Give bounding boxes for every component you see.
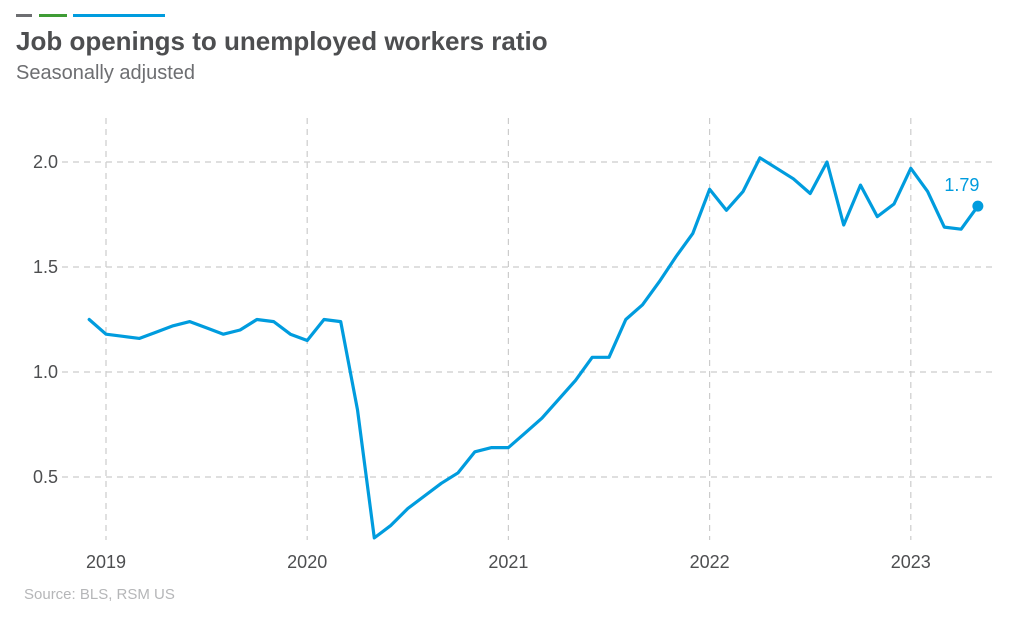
accent-bar-blue (73, 14, 165, 17)
accent-bar-gray (16, 14, 32, 17)
y-gridlines (62, 161, 992, 478)
y-tick-label: 1.5 (33, 257, 58, 277)
x-tick-label: 2023 (891, 552, 931, 572)
y-tick-label: 1.0 (33, 362, 58, 382)
series-line (87, 156, 980, 540)
accent-bar-green (39, 14, 67, 17)
last-point-marker (972, 200, 984, 212)
y-tick-label: 2.0 (33, 152, 58, 172)
x-tick-label: 2019 (86, 552, 126, 572)
chart-subtitle: Seasonally adjusted (16, 62, 196, 84)
x-tick-label: 2021 (488, 552, 528, 572)
chart-title: Job openings to unemployed workers ratio (16, 26, 548, 56)
x-tick-label: 2020 (287, 552, 327, 572)
series-group: 1.79 (87, 156, 984, 540)
last-value-label: 1.79 (944, 175, 979, 195)
source-note: Source: BLS, RSM US (24, 586, 175, 603)
x-axis-ticks: 2019 2020 2021 2022 2023 (86, 552, 931, 572)
y-tick-label: 0.5 (33, 467, 58, 487)
x-tick-label: 2022 (690, 552, 730, 572)
y-axis-ticks: 0.5 1.0 1.5 2.0 (33, 152, 58, 487)
